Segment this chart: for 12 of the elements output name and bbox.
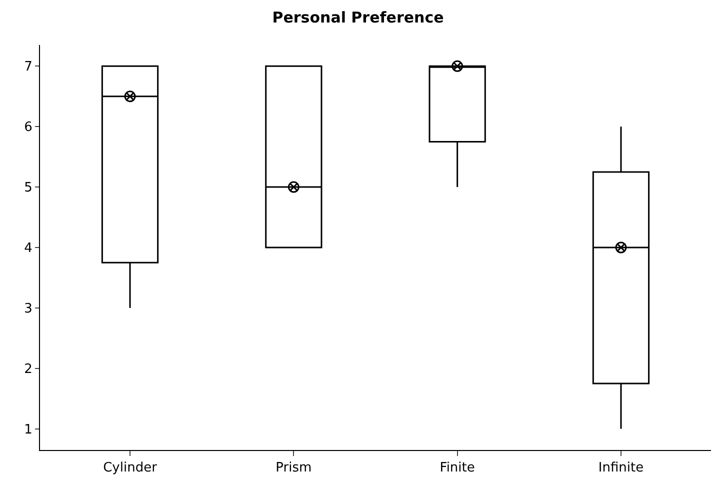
y-tick-label: 1 (24, 422, 32, 438)
y-tick-label: 5 (24, 180, 32, 196)
x-tick-label: Infinite (598, 460, 644, 476)
y-tick-label: 4 (24, 241, 32, 256)
y-tick-label: 7 (24, 60, 32, 75)
x-tick-label: Cylinder (103, 460, 158, 476)
y-tick-label: 2 (24, 362, 32, 377)
y-tick-label: 3 (24, 302, 32, 316)
chart-title: Personal Preference (272, 8, 444, 27)
x-tick-label: Finite (440, 460, 475, 476)
y-tick-label: 6 (24, 120, 32, 136)
x-tick-label: Prism (276, 460, 312, 476)
